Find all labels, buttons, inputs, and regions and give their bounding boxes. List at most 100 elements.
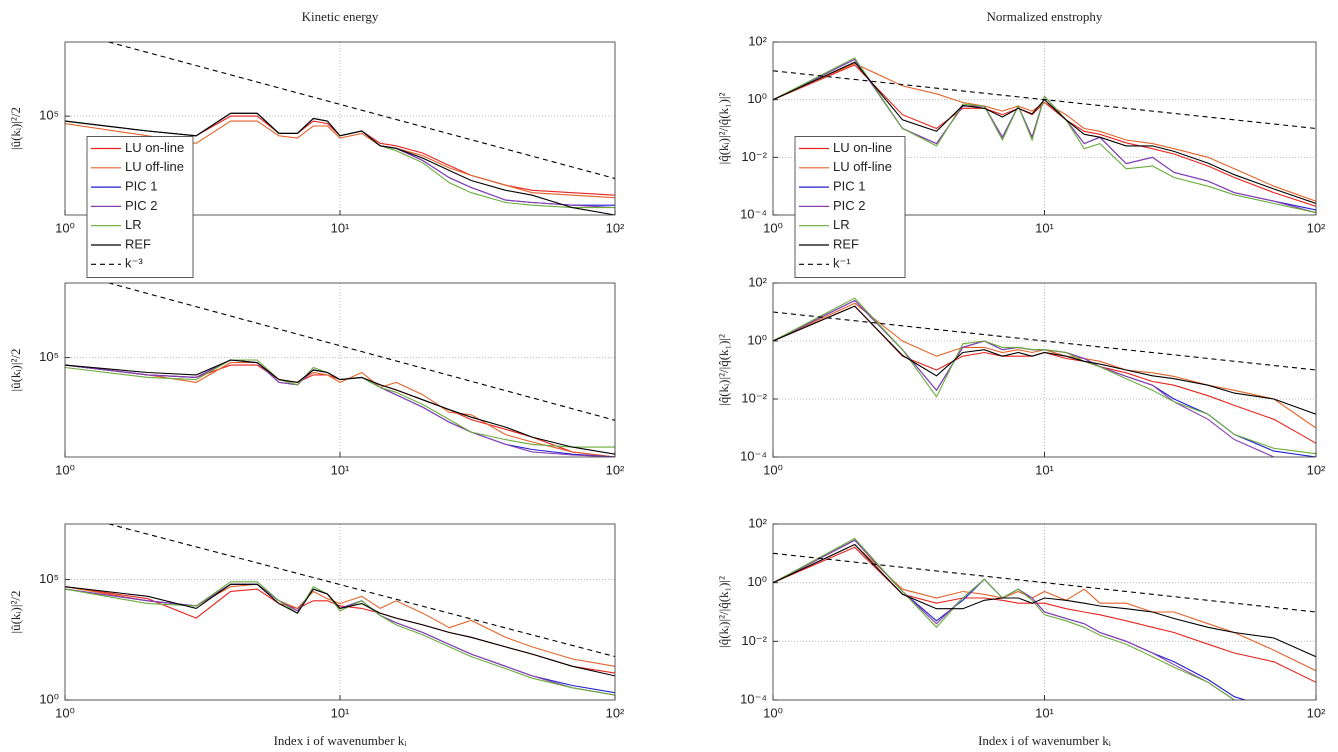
legend-label: LR	[125, 217, 142, 232]
legend-label: LR	[833, 217, 850, 232]
x-tick-label: 10¹	[1035, 220, 1054, 235]
axes-frame	[64, 523, 616, 701]
series-line	[65, 362, 615, 457]
series-line	[773, 70, 1316, 130]
x-tick-label: 10¹	[1035, 462, 1054, 477]
series-group	[65, 283, 615, 457]
y-tick-label: 10⁻⁴	[740, 691, 767, 706]
series-line	[773, 546, 1316, 683]
legend-label: PIC 2	[125, 198, 158, 213]
y-tick-label: 10⁰	[747, 91, 767, 106]
legend-label: LU on-line	[125, 140, 184, 155]
series-line	[773, 305, 1316, 415]
series-line	[773, 57, 1316, 214]
series-group	[773, 57, 1316, 214]
x-tick-label: 10²	[606, 220, 625, 235]
x-tick-label: 10¹	[331, 705, 350, 720]
y-axis-label: |û(kᵢ)|²/2	[8, 349, 23, 392]
legend-label: LU off-line	[125, 159, 184, 174]
y-tick-label: 10⁻⁴	[740, 206, 767, 221]
legend-label: REF	[125, 236, 151, 251]
y-tick-label: 10⁵	[39, 349, 59, 364]
x-tick-label: 10⁰	[763, 705, 783, 720]
x-tick-label: 10⁰	[55, 705, 75, 720]
series-line	[65, 583, 615, 667]
x-tick-label: 10⁰	[763, 462, 783, 477]
series-line	[65, 112, 615, 215]
axes-frame	[772, 41, 1317, 216]
series-line	[773, 61, 1316, 205]
series-line	[773, 64, 1316, 207]
y-axis-label: |q̂(kᵢ)|²/|q̂(k₁)|²	[716, 334, 731, 406]
x-tick-label: 10⁰	[55, 220, 75, 235]
x-tick-label: 10²	[1307, 705, 1326, 720]
x-tick-label: 10²	[606, 462, 625, 477]
series-group	[65, 42, 615, 215]
x-tick-label: 10²	[606, 705, 625, 720]
y-tick-label: 10⁰	[747, 332, 767, 347]
axes-frame	[64, 41, 616, 216]
series-group	[65, 524, 615, 696]
series-group	[773, 537, 1316, 700]
legend-label: LU on-line	[833, 140, 892, 155]
y-tick-label: 10⁻²	[741, 633, 767, 648]
x-tick-label: 10¹	[331, 462, 350, 477]
y-tick-label: 10⁻²	[741, 390, 767, 405]
y-axis-label: |û(kᵢ)|²/2	[8, 107, 23, 150]
legend-label: PIC 1	[833, 179, 866, 194]
y-tick-label: 10⁻²	[741, 149, 767, 164]
legend-label: PIC 1	[125, 179, 158, 194]
legend-box	[794, 136, 906, 279]
legend: LU on-line LU off-line PIC 1 PIC 2 LR REF k⁻³	[86, 136, 194, 279]
legend: LU on-line LU off-line PIC 1 PIC 2 LR REF k⁻¹	[794, 136, 906, 279]
y-tick-label: 10⁵	[39, 108, 59, 123]
axes-frame	[64, 282, 616, 458]
panel: 10⁰ 10¹ 10² 10⁵ |û(kᵢ)|²/2	[8, 282, 625, 477]
y-tick-label: 10⁻⁴	[740, 448, 767, 463]
axes-frame	[772, 282, 1317, 458]
y-axis-label: |q̂(kᵢ)|²/|q̂(k₁)|²	[716, 93, 731, 165]
series-line	[106, 42, 615, 180]
legend-label: k⁻¹	[833, 256, 851, 271]
panel: 10⁰ 10¹ 10² 10⁻⁴ 10⁻² 10⁰ 10² |q̂(kᵢ)|²/|q̂(k₁)…	[716, 274, 1326, 477]
x-tick-label: 10⁰	[763, 220, 783, 235]
legend-label: PIC 2	[833, 198, 866, 213]
x-tick-label: 10²	[1307, 462, 1326, 477]
series-line	[773, 311, 1316, 371]
y-tick-label: 10⁰	[747, 574, 767, 589]
chart-title: Kinetic energy	[302, 9, 379, 24]
y-axis-label: |û(kᵢ)|²/2	[8, 591, 23, 634]
series-line	[773, 543, 1316, 658]
panel: 10⁰ 10¹ 10² 10⁰ 10⁵ Index i of wavenumber kᵢ |…	[8, 523, 625, 748]
legend-label: LU off-line	[833, 159, 892, 174]
series-line	[773, 297, 1316, 455]
x-axis-label: Index i of wavenumber kᵢ	[274, 733, 408, 748]
series-line	[773, 537, 1237, 700]
legend-label: REF	[833, 236, 859, 251]
series-line	[65, 583, 615, 677]
series-line	[773, 543, 1316, 672]
y-tick-label: 10⁰	[39, 691, 59, 706]
panel: 10⁰ 10¹ 10² 10⁻⁴ 10⁻² 10⁰ 10² Index i of wavenu…	[716, 515, 1326, 748]
series-line	[65, 359, 615, 455]
x-tick-label: 10¹	[1035, 705, 1054, 720]
series-line	[773, 552, 1316, 613]
y-tick-label: 10⁵	[39, 571, 59, 586]
y-axis-label: |q̂(kᵢ)|²/|q̂(k₁)|²	[716, 576, 731, 648]
y-tick-label: 10²	[748, 274, 767, 289]
series-line	[65, 120, 615, 199]
x-tick-label: 10²	[1307, 220, 1326, 235]
y-tick-label: 10²	[748, 515, 767, 530]
legend-box	[86, 136, 194, 279]
legend-label: k⁻³	[125, 256, 143, 271]
series-group	[773, 297, 1316, 457]
y-tick-label: 10²	[748, 33, 767, 48]
chart-title: Normalized enstrophy	[987, 9, 1103, 24]
series-line	[773, 305, 1316, 444]
x-axis-label: Index i of wavenumber kᵢ	[978, 733, 1112, 748]
axes-frame	[772, 523, 1317, 701]
x-tick-label: 10⁰	[55, 462, 75, 477]
series-line	[106, 524, 615, 658]
